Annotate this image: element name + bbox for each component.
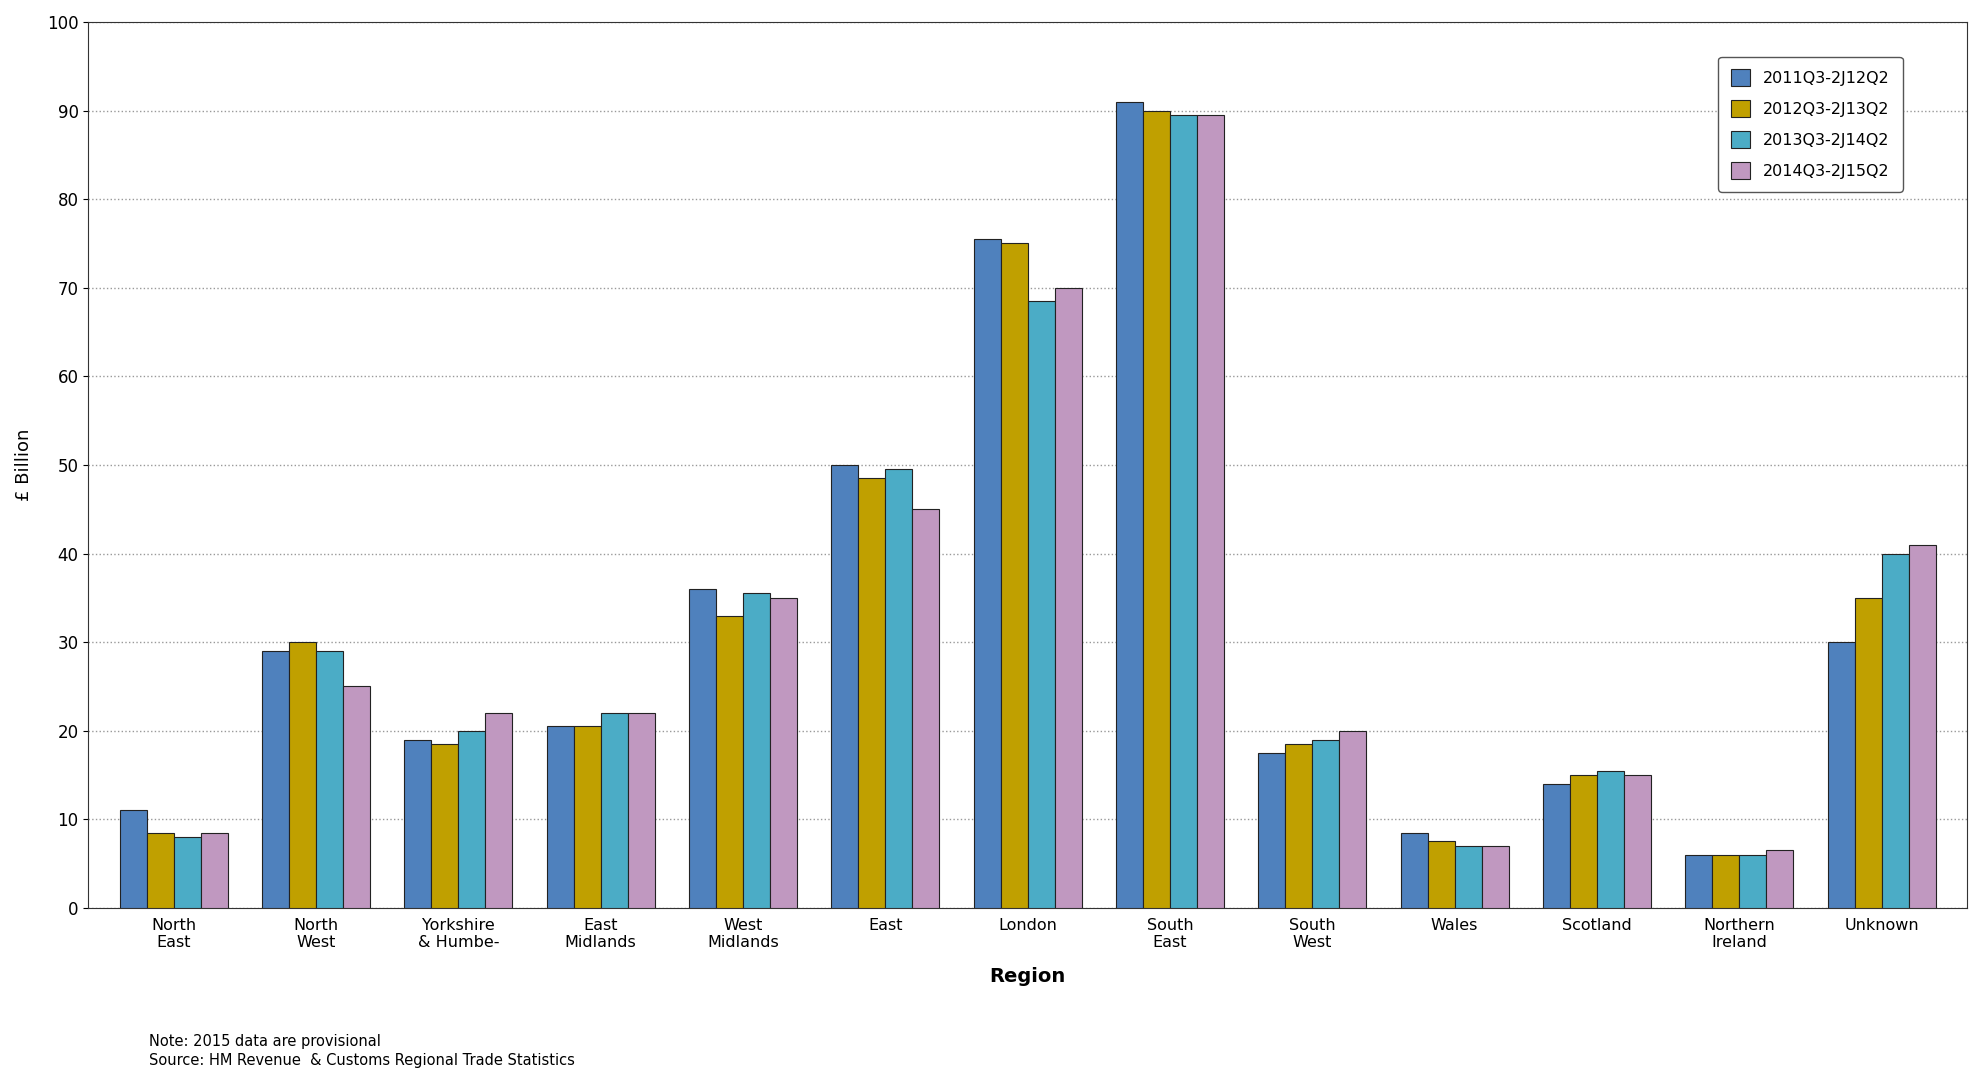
- Bar: [716, 615, 743, 908]
- Bar: [1766, 850, 1794, 908]
- Bar: [1455, 846, 1483, 908]
- Bar: [1855, 598, 1881, 908]
- Bar: [119, 810, 147, 908]
- Bar: [1259, 753, 1284, 908]
- Bar: [404, 739, 432, 908]
- Text: Note: 2015 data are provisional: Note: 2015 data are provisional: [149, 1034, 381, 1049]
- Bar: [343, 686, 371, 908]
- Bar: [486, 713, 513, 908]
- Bar: [769, 598, 797, 908]
- Bar: [830, 465, 858, 908]
- Y-axis label: £ Billion: £ Billion: [16, 428, 34, 501]
- Bar: [458, 731, 486, 908]
- Bar: [1740, 854, 1766, 908]
- Bar: [547, 726, 573, 908]
- Bar: [1197, 115, 1225, 908]
- Bar: [174, 837, 200, 908]
- Bar: [858, 478, 886, 908]
- Bar: [1284, 744, 1312, 908]
- Bar: [973, 239, 1001, 908]
- Bar: [1054, 287, 1082, 908]
- Legend: 2011Q3-2J12Q2, 2012Q3-2J13Q2, 2013Q3-2J14Q2, 2014Q3-2J15Q2: 2011Q3-2J12Q2, 2012Q3-2J13Q2, 2013Q3-2J1…: [1718, 57, 1903, 192]
- Bar: [147, 833, 174, 908]
- Bar: [315, 651, 343, 908]
- Bar: [200, 833, 228, 908]
- Bar: [743, 593, 769, 908]
- Bar: [601, 713, 628, 908]
- Bar: [690, 589, 716, 908]
- Bar: [1312, 739, 1340, 908]
- Text: Source: HM Revenue  & Customs Regional Trade Statistics: Source: HM Revenue & Customs Regional Tr…: [149, 1053, 575, 1068]
- Bar: [432, 744, 458, 908]
- Bar: [912, 509, 939, 908]
- Bar: [1712, 854, 1740, 908]
- Bar: [1909, 544, 1936, 908]
- X-axis label: Region: Region: [989, 966, 1066, 986]
- Bar: [628, 713, 654, 908]
- Bar: [1597, 770, 1623, 908]
- Bar: [1685, 854, 1712, 908]
- Bar: [1881, 553, 1909, 908]
- Bar: [1401, 833, 1427, 908]
- Bar: [262, 651, 289, 908]
- Bar: [1427, 841, 1455, 908]
- Bar: [1169, 115, 1197, 908]
- Bar: [573, 726, 601, 908]
- Bar: [1144, 111, 1169, 908]
- Bar: [1827, 642, 1855, 908]
- Bar: [1340, 731, 1366, 908]
- Bar: [886, 469, 912, 908]
- Bar: [1623, 775, 1651, 908]
- Bar: [1116, 102, 1144, 908]
- Bar: [1027, 301, 1054, 908]
- Bar: [1001, 243, 1027, 908]
- Bar: [1542, 784, 1570, 908]
- Bar: [289, 642, 315, 908]
- Bar: [1483, 846, 1508, 908]
- Bar: [1570, 775, 1597, 908]
